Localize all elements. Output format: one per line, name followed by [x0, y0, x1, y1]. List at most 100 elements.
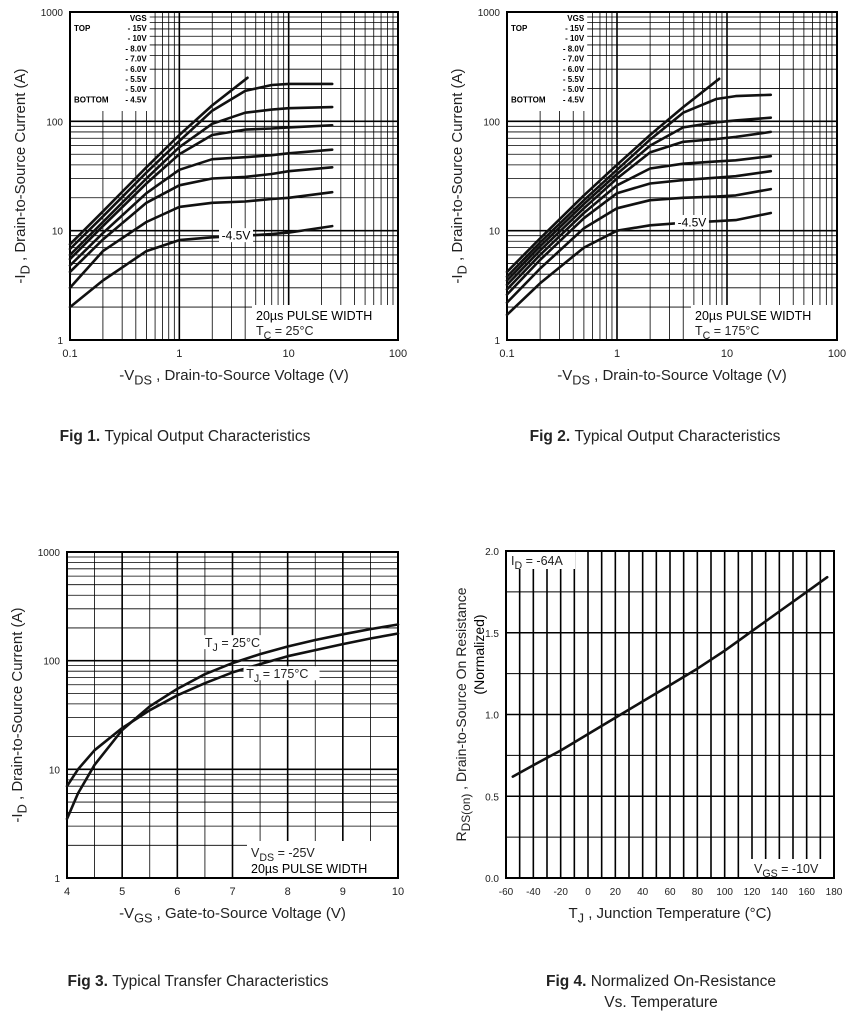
y-tick-label: 100 [46, 117, 63, 128]
x-tick-label: -60 [499, 887, 514, 898]
x-tick-label: 6 [174, 886, 180, 898]
x-tick-label: 20 [610, 887, 622, 898]
x-tick-label: -20 [553, 887, 568, 898]
fig2-frame [506, 11, 838, 341]
legend-entry: - 4.5V [563, 95, 585, 104]
y-tick-label: 1 [54, 874, 60, 885]
annotation-pulse: 20µs PULSE WIDTH [256, 309, 372, 323]
legend-entry: - 15V [128, 24, 148, 33]
series-line [505, 169, 773, 296]
x-tick-label: 0.1 [499, 348, 514, 360]
curve-label: -4.5V [678, 216, 707, 230]
figure-caption: Fig 3. Typical Transfer Characteristics [67, 973, 328, 990]
series-line [505, 211, 773, 317]
series-line [68, 224, 334, 309]
annotation-temp: TC = 25°C [256, 324, 314, 342]
x-tick-label: 10 [721, 348, 733, 360]
y-axis-label: -ID , Drain-to-Source Current (A) [449, 68, 470, 283]
annotation-temp: TC = 175°C [695, 324, 759, 342]
annotation-box [691, 305, 836, 339]
series-line [511, 575, 829, 778]
legend: VGS TOP - 15V- 10V- 8.0V - 7.0V- 6.0V- 5.5V… [511, 14, 585, 104]
fig3-grid [66, 552, 399, 879]
annotation-pulse: 20µs PULSE WIDTH [695, 309, 811, 323]
fig3-frame [66, 551, 399, 879]
legend-entry: - 5.5V [563, 75, 585, 84]
x-tick-label: 10 [283, 348, 295, 360]
y-tick-label: 100 [483, 117, 500, 128]
x-tick-label: 0.1 [62, 348, 77, 360]
series-line [65, 632, 400, 788]
series-label-25c: TJ = 25°C [205, 636, 260, 654]
y-tick-label: 100 [43, 657, 60, 668]
x-tick-label: 100 [828, 348, 846, 360]
fig1-chart: VGS TOP - 15V- 10V- 8.0V - 7.0V- 6.0V- 5.5V… [12, 8, 407, 445]
figure-caption: Fig 2. Typical Output Characteristics [530, 428, 781, 445]
y-tick-label: 0.0 [485, 874, 499, 885]
x-tick-label: 60 [664, 887, 676, 898]
legend-entry: - 7.0V [125, 55, 147, 64]
series-line [68, 105, 334, 257]
x-tick-label: 40 [637, 887, 649, 898]
x-tick-label: 180 [826, 887, 843, 898]
series-label-bg [243, 666, 320, 681]
annotation-vgs: VGS = -10V [754, 862, 819, 880]
x-tick-label: 10 [392, 886, 404, 898]
annotation-box [252, 305, 397, 339]
figure-caption: Fig 1. Typical Output Characteristics [60, 428, 311, 445]
y-axis-label: -ID , Drain-to-Source Current (A) [9, 607, 30, 822]
y-tick-label: 1000 [41, 8, 64, 19]
curve-label: -4.5V [222, 229, 251, 243]
legend-entry: - 8.0V [563, 44, 585, 53]
y-axis-label: -ID , Drain-to-Source Current (A) [12, 68, 33, 283]
series-line [505, 154, 773, 291]
x-tick-label: 1 [176, 348, 182, 360]
x-axis-label: TJ , Junction Temperature (°C) [568, 905, 771, 926]
fig4-chart: ID = -64A VGS = -10V -60 -40 -20 0 20 40 60 80 100… [453, 547, 843, 1011]
x-tick-label: 0 [585, 887, 591, 898]
legend-box [71, 13, 150, 111]
x-tick-label: 80 [692, 887, 704, 898]
legend-entry: - 15V [565, 24, 585, 33]
x-tick-label: 120 [744, 887, 761, 898]
series-line [505, 77, 721, 274]
legend-top-label: TOP [74, 24, 91, 33]
y-tick-label: 1.0 [485, 711, 499, 722]
x-tick-label: 7 [229, 886, 235, 898]
legend-bottom-label: BOTTOM [74, 95, 109, 104]
series-line [505, 130, 773, 287]
x-axis-label: -VGS , Gate-to-Source Voltage (V) [119, 905, 346, 926]
legend-entry: - 10V [565, 34, 585, 43]
y-tick-label: 0.5 [485, 792, 499, 803]
y-tick-label: 1000 [478, 8, 501, 19]
x-tick-label: 100 [716, 887, 733, 898]
series-line [68, 82, 334, 251]
fig4-grid [505, 550, 835, 879]
y-tick-label: 10 [489, 227, 501, 238]
series-line [505, 116, 773, 282]
y-tick-label: 10 [49, 765, 61, 776]
annotation-box [507, 552, 575, 569]
legend-box [508, 13, 588, 111]
annotation-box [247, 841, 397, 877]
figure-caption: Fig 4. Normalized On-Resistance [546, 973, 776, 990]
series-line [68, 124, 334, 261]
x-tick-label: 8 [285, 886, 291, 898]
series-line [68, 148, 334, 267]
x-tick-label: 9 [340, 886, 346, 898]
fig2-chart: VGS TOP - 15V- 10V- 8.0V - 7.0V- 6.0V- 5.5V… [449, 8, 846, 445]
legend-entry: - 5.5V [125, 75, 147, 84]
curve-label-bg [674, 215, 709, 230]
y-tick-label: 1 [494, 336, 500, 347]
curve-label-bg [219, 228, 254, 243]
series-line [505, 93, 773, 278]
legend-header: VGS [567, 14, 585, 23]
legend-entry: - 5.0V [125, 85, 147, 94]
legend-entry: - 5.0V [563, 85, 585, 94]
y-tick-label: 10 [52, 227, 64, 238]
legend-entry: - 7.0V [563, 55, 585, 64]
x-tick-label: -40 [526, 887, 541, 898]
x-tick-label: 4 [64, 886, 70, 898]
legend-entry: - 8.0V [125, 44, 147, 53]
